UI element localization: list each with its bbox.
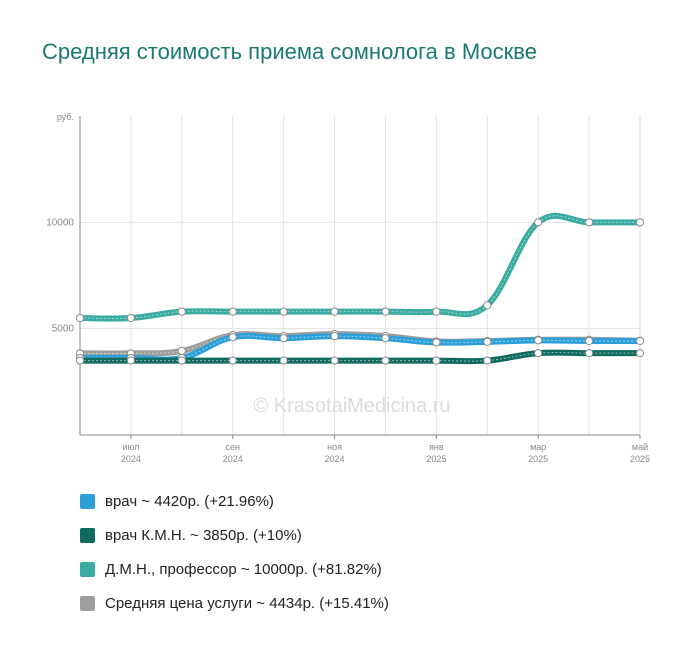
series-dmn-professor-point xyxy=(228,307,237,316)
y-unit-label: руб. xyxy=(57,112,74,122)
series-vrach-point xyxy=(381,334,390,343)
series-dmn-professor-point xyxy=(126,313,136,323)
series-dmn-professor-line-highlight xyxy=(79,215,640,320)
legend-item-vrach-kmn[interactable]: врач К.М.Н. ~ 3850р. (+10%) xyxy=(80,518,389,552)
series-vrach-kmn-point xyxy=(228,356,237,365)
x-tick-label: янв xyxy=(429,442,444,452)
series-dmn-professor-point xyxy=(635,218,645,227)
legend-item-vrach[interactable]: врач ~ 4420р. (+21.96%) xyxy=(80,484,389,518)
legend-label: Д.М.Н., профессор ~ 10000р. (+81.82%) xyxy=(105,560,382,578)
series-dmn-professor-point xyxy=(483,301,492,310)
x-tick-year-label: 2024 xyxy=(121,454,141,464)
series-dmn-professor-point xyxy=(381,307,390,316)
legend: врач ~ 4420р. (+21.96%) врач К.М.Н. ~ 38… xyxy=(80,484,389,620)
series-vrach-line xyxy=(77,332,643,363)
legend-swatch xyxy=(80,561,95,577)
x-tick-year-label: 2024 xyxy=(223,454,243,464)
series-dmn-professor-point xyxy=(75,313,85,323)
series-vrach-point xyxy=(584,336,594,346)
series-vrach-kmn-point xyxy=(126,356,136,365)
series-vrach-kmn-point xyxy=(75,356,85,365)
legend-label: врач ~ 4420р. (+21.96%) xyxy=(105,492,274,510)
x-tick-label: май xyxy=(632,442,648,452)
series-dmn-professor-point xyxy=(432,307,441,316)
x-tick-label: ноя xyxy=(327,442,342,452)
series-dmn-professor-point xyxy=(177,307,186,316)
x-tick-year-label: 2025 xyxy=(528,454,548,464)
series-vrach-kmn-line-highlight xyxy=(80,352,640,362)
series-vrach-kmn-point xyxy=(635,349,645,358)
series-average-price-point xyxy=(177,346,186,356)
legend-swatch xyxy=(80,493,95,509)
series-vrach-point xyxy=(483,337,492,346)
series-dmn-professor-point xyxy=(534,218,543,227)
series-vrach-point xyxy=(432,338,441,347)
series-vrach-kmn-point xyxy=(483,356,492,365)
watermark: © KrasotaiMedicina.ru xyxy=(253,395,450,417)
series-dmn-professor-point xyxy=(330,307,339,316)
legend-item-dmn-professor[interactable]: Д.М.Н., профессор ~ 10000р. (+81.82%) xyxy=(80,552,389,586)
legend-swatch xyxy=(80,527,95,543)
legend-swatch xyxy=(80,595,95,611)
chart-title: Средняя стоимость приема сомнолога в Мос… xyxy=(42,39,537,64)
series-vrach-point xyxy=(534,336,543,345)
y-tick-label: 10000 xyxy=(46,217,74,228)
line-chart: руб. 5000 10000 июл 2024 сен 2024 ноя 2024 янв 202… xyxy=(46,112,650,464)
legend-label: Средняя цена услуги ~ 4434р. (+15.41%) xyxy=(105,594,389,612)
series-dmn-professor-line xyxy=(77,212,643,322)
x-tick-label: июл xyxy=(122,442,139,452)
y-tick-label: 5000 xyxy=(52,324,75,335)
series-vrach-kmn-point xyxy=(432,356,441,365)
series-vrach-point xyxy=(635,336,645,346)
legend-item-average-price[interactable]: Средняя цена услуги ~ 4434р. (+15.41%) xyxy=(80,586,389,620)
x-tick-year-label: 2025 xyxy=(426,454,446,464)
x-tick-year-label: 2025 xyxy=(630,454,650,464)
series-vrach-kmn-point xyxy=(177,356,186,365)
series-dmn-professor-point xyxy=(584,218,594,227)
series-vrach-point xyxy=(279,334,288,343)
series-vrach-point xyxy=(330,332,339,341)
x-tick-year-label: 2024 xyxy=(325,454,345,464)
series-vrach-point xyxy=(228,333,237,342)
series-vrach-kmn-point xyxy=(381,356,390,365)
series-vrach-kmn-point xyxy=(534,349,543,358)
series-vrach-kmn-point xyxy=(330,356,339,365)
legend-label: врач К.М.Н. ~ 3850р. (+10%) xyxy=(105,526,302,544)
series-vrach-kmn-point xyxy=(584,349,594,358)
series-dmn-professor-point xyxy=(279,307,288,316)
x-tick-label: мар xyxy=(530,442,546,452)
series-vrach-kmn-point xyxy=(279,356,288,365)
x-tick-label: сен xyxy=(225,442,240,452)
